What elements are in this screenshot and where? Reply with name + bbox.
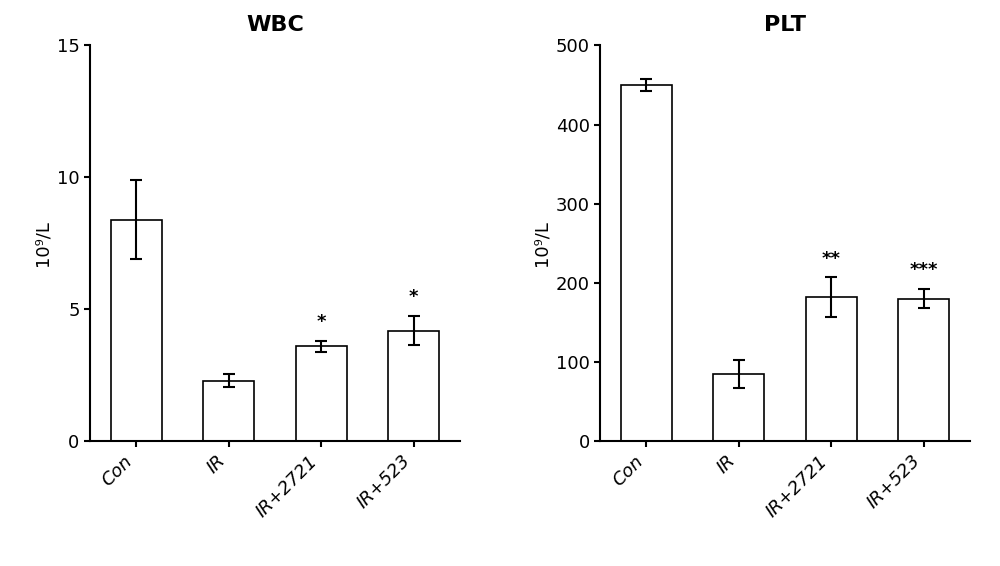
Bar bbox=[296, 346, 347, 441]
Y-axis label: 10⁹/L: 10⁹/L bbox=[532, 220, 550, 267]
Bar bbox=[111, 220, 162, 441]
Text: *: * bbox=[409, 288, 418, 306]
Bar bbox=[388, 331, 439, 441]
Bar bbox=[713, 374, 764, 441]
Title: WBC: WBC bbox=[246, 15, 304, 36]
Bar bbox=[621, 85, 672, 441]
Bar bbox=[898, 299, 949, 441]
Text: **: ** bbox=[822, 250, 841, 268]
Bar bbox=[203, 381, 254, 441]
Title: PLT: PLT bbox=[764, 15, 806, 36]
Text: ***: *** bbox=[910, 261, 938, 280]
Y-axis label: 10⁹/L: 10⁹/L bbox=[33, 220, 51, 267]
Text: *: * bbox=[316, 313, 326, 331]
Bar bbox=[806, 297, 857, 441]
